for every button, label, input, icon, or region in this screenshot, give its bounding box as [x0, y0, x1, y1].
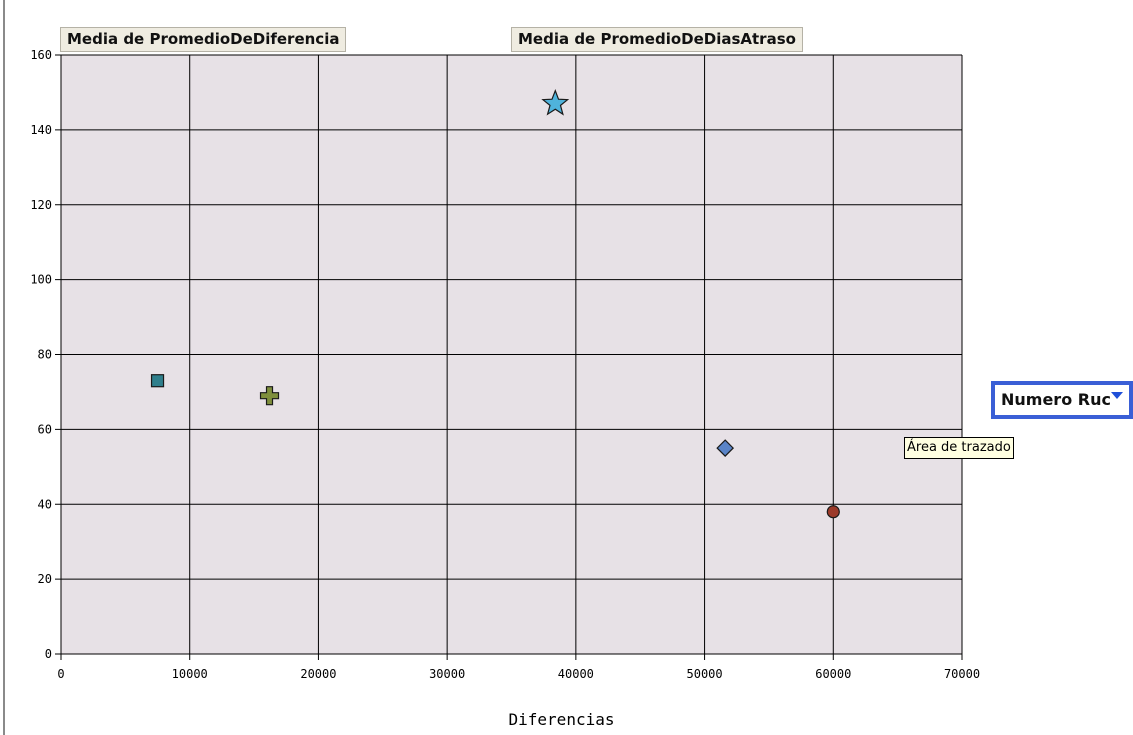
y-tick-label: 100 — [30, 273, 52, 287]
data-point-cross[interactable] — [259, 386, 280, 406]
data-point-star[interactable] — [541, 89, 570, 116]
y-tick-label: 160 — [30, 48, 52, 62]
data-point-circle[interactable] — [826, 505, 840, 519]
data-point-square[interactable] — [150, 374, 165, 388]
x-axis-title: Diferencias — [509, 710, 615, 729]
x-tick-label: 20000 — [300, 667, 336, 681]
y-tick-label: 140 — [30, 123, 52, 137]
legend-field-label: Numero Ruc — [1001, 390, 1111, 409]
window-left-border — [0, 0, 5, 735]
y-tick-label: 80 — [38, 348, 52, 362]
legend-field-button[interactable]: Numero Ruc — [991, 381, 1133, 419]
x-data-field-button[interactable]: Media de PromedioDeDiferencia — [60, 27, 347, 52]
x-tick-label: 70000 — [944, 667, 980, 681]
x-tick-label: 50000 — [687, 667, 723, 681]
y-tick-label: 40 — [38, 497, 52, 511]
y-tick-label: 20 — [38, 572, 52, 586]
chevron-down-icon[interactable] — [1111, 392, 1123, 399]
y-tick-label: 60 — [38, 422, 52, 436]
data-point-diamond[interactable] — [716, 439, 735, 457]
y-tick-label: 0 — [45, 647, 52, 661]
x-tick-label: 0 — [57, 667, 64, 681]
x-tick-label: 30000 — [429, 667, 465, 681]
y-data-field-button[interactable]: Media de PromedioDeDiasAtraso — [511, 27, 803, 52]
x-tick-label: 10000 — [172, 667, 208, 681]
x-tick-label: 40000 — [558, 667, 594, 681]
x-tick-label: 60000 — [815, 667, 851, 681]
y-tick-label: 120 — [30, 198, 52, 212]
plot-area-tooltip: Área de trazado — [904, 437, 1014, 459]
